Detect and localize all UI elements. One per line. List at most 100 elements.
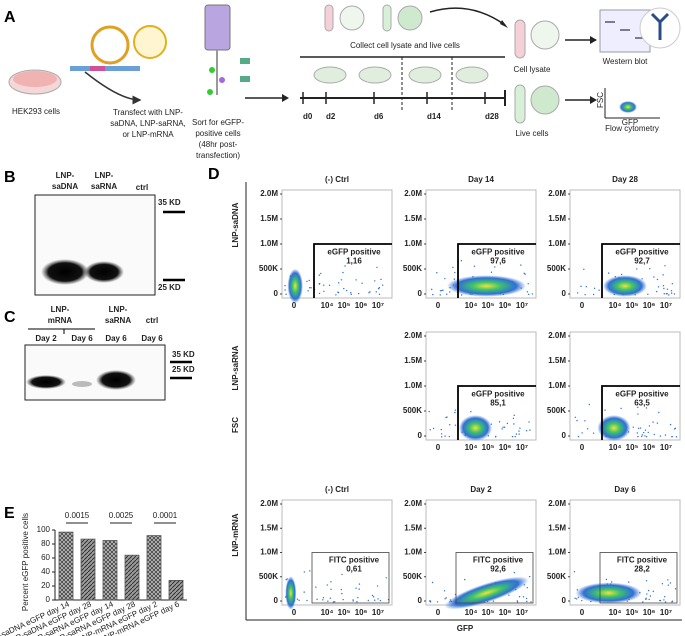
event-dot (372, 596, 375, 598)
event-dot (341, 592, 343, 595)
event-dot (669, 582, 672, 584)
event-dot (645, 436, 648, 438)
event-dot (303, 571, 306, 573)
panel-label: B (4, 169, 16, 186)
event-dot (641, 435, 643, 438)
event-dot (460, 260, 463, 262)
gate (601, 385, 680, 440)
event-dot (671, 600, 674, 602)
gate (601, 243, 680, 298)
y-tick-label: 1.0M (260, 239, 278, 248)
axis-label: FSC (231, 417, 240, 433)
event-dot (658, 599, 661, 602)
event-dot (494, 266, 496, 268)
event-dot (513, 571, 516, 574)
y-tick-label: 500K (403, 572, 422, 581)
event-dot (432, 293, 434, 296)
density (575, 582, 642, 604)
y-tick-label: 0 (562, 431, 567, 440)
gate-label: FITC positive (473, 556, 524, 565)
y-tick-label: 500K (259, 572, 278, 581)
event-dot (461, 294, 463, 296)
event-dot (368, 292, 370, 294)
density (446, 275, 527, 297)
event-dot (647, 293, 649, 296)
event-dot (641, 434, 644, 436)
event-dot (441, 289, 443, 292)
event-dot (501, 428, 503, 430)
event-dot (329, 597, 332, 599)
event-dot (529, 429, 531, 431)
event-dot (285, 579, 287, 581)
event-dot (444, 277, 446, 280)
x-tick-label: 10⁵ (626, 608, 639, 617)
event-dot (318, 292, 321, 295)
event-dot (355, 587, 357, 589)
event-dot (513, 414, 515, 417)
event-dot (328, 284, 331, 287)
event-dot (592, 432, 595, 434)
x-tick-label: 10⁶ (355, 301, 368, 310)
event-dot (315, 586, 317, 588)
gate (311, 552, 390, 604)
row-label: LNP-saRNA (231, 345, 240, 390)
y-tick-label: 1.5M (548, 214, 566, 223)
event-dot (377, 598, 379, 600)
event-dot (428, 410, 430, 413)
x-tick-label: 10⁵ (338, 301, 351, 310)
lane-label: Day 2 (35, 334, 57, 343)
event-dot (429, 429, 431, 431)
y-tick-label: 500K (259, 264, 278, 273)
y-tick-label: 1.0M (404, 381, 422, 390)
event-dot (376, 585, 379, 587)
event-dot (671, 283, 674, 285)
event-dot (307, 290, 309, 292)
gate (313, 243, 392, 298)
label: Cell lysate (514, 65, 551, 74)
event-dot (636, 432, 639, 434)
x-tick-label: 10⁴ (465, 301, 478, 310)
y-tick-label: 0 (46, 595, 51, 604)
event-dot (344, 265, 346, 267)
plot-title: Day 14 (468, 175, 494, 184)
event-dot (286, 578, 288, 580)
event-dot (574, 597, 576, 600)
event-dot (519, 427, 521, 429)
event-dot (664, 601, 667, 603)
x-tick-label: 10⁷ (516, 443, 528, 452)
label: FSC (596, 92, 605, 108)
x-tick-label: 10⁴ (321, 608, 334, 617)
event-dot (495, 435, 497, 438)
y-tick-label: 500K (547, 264, 566, 273)
density (597, 415, 631, 441)
event-dot (649, 595, 652, 597)
x-tick-label: 10⁴ (465, 608, 478, 617)
event-dot (530, 601, 532, 603)
event-dot (375, 291, 377, 293)
event-dot (352, 600, 354, 602)
event-dot (445, 597, 447, 599)
event-dot (449, 291, 451, 293)
bar (80, 538, 96, 601)
gate-label: eGFP positive (471, 248, 525, 257)
group-label: mRNA (48, 316, 73, 325)
x-tick-label: 10⁵ (626, 443, 639, 452)
y-tick-label: 1.5M (548, 523, 566, 532)
x-tick-label: 10⁵ (338, 608, 351, 617)
x-tick-label: 10⁷ (516, 301, 528, 310)
y-tick-label: 1.5M (404, 214, 422, 223)
event-dot (320, 272, 322, 275)
y-tick-label: 2.0M (404, 189, 422, 198)
gate-value: 0,61 (346, 565, 362, 574)
x-tick-label: 10⁶ (355, 608, 368, 617)
x-tick-label: 10⁶ (499, 443, 512, 452)
gate-label: eGFP positive (471, 390, 525, 399)
event-dot (432, 427, 435, 430)
y-tick-label: 1.0M (260, 548, 278, 557)
event-dot (576, 292, 579, 294)
x-tick-label: 0 (580, 443, 585, 452)
event-dot (620, 273, 623, 276)
y-tick-label: 0 (418, 289, 423, 298)
timepoint: d14 (427, 112, 441, 121)
event-dot (514, 435, 516, 438)
